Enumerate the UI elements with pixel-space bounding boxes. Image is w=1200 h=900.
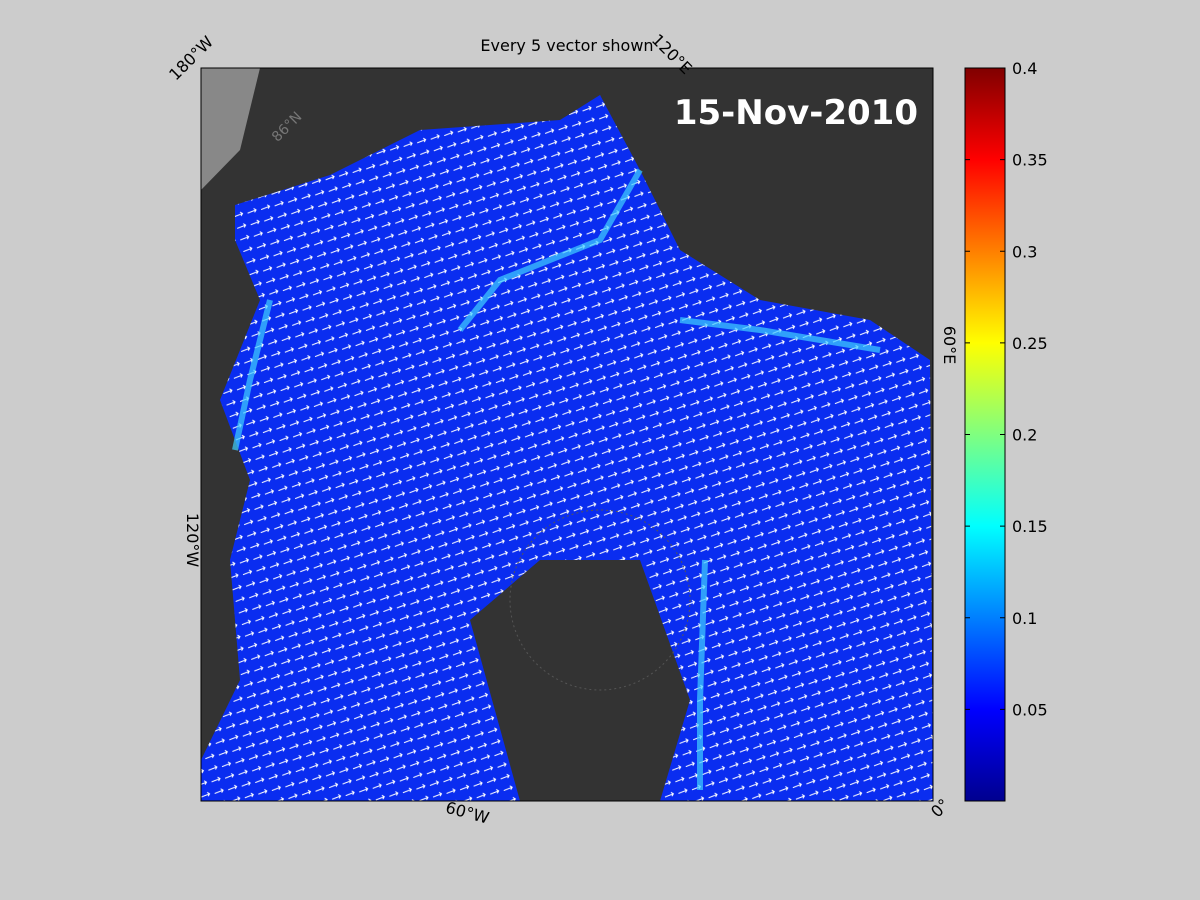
colorbar-tick-label: 0.2 (1012, 426, 1037, 445)
colorbar-tick-label: 0.4 (1012, 59, 1037, 78)
date-label: 15-Nov-2010 (674, 93, 918, 133)
colorbar-tick-label: 0.15 (1012, 517, 1048, 536)
lon-label: 60°W (444, 798, 492, 828)
lon-label: 120°W (183, 513, 202, 568)
latitude-circle (509, 509, 691, 691)
velocity-vectors (201, 95, 933, 801)
lon-label: 60°E (940, 326, 959, 364)
colorbar-tick-label: 0.3 (1012, 242, 1037, 261)
colorbar-tick-label: 0.25 (1012, 334, 1048, 353)
title: Every 5 vector shown (480, 36, 653, 55)
colorbar-tick-label: 0.05 (1012, 700, 1048, 719)
colorbar (964, 67, 1006, 802)
fast-ice-streaks (232, 168, 881, 790)
outside-region (201, 68, 260, 190)
map (201, 68, 933, 801)
colorbar-tick-label: 0.1 (1012, 609, 1037, 628)
map-frame (200, 67, 934, 802)
colorbar-tick-label: 0.35 (1012, 151, 1048, 170)
